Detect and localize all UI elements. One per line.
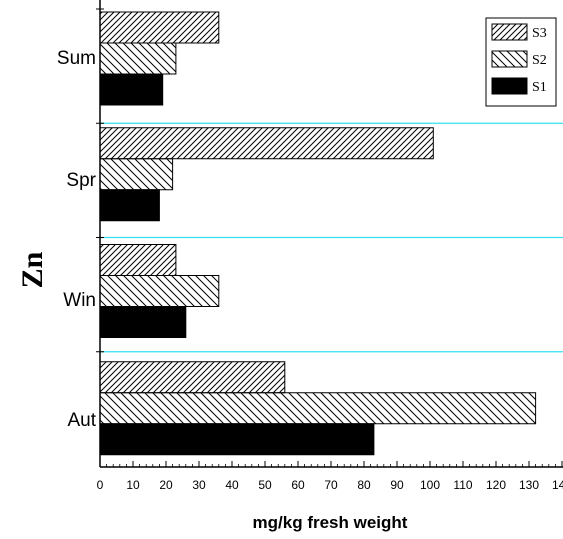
x-tick-label: 50 [258,478,272,492]
legend-swatch-s1 [491,77,528,95]
x-tick-label: 100 [420,478,440,492]
x-ticks-group: 0 10 20 30 40 50 60 70 80 90 100 110 120 130 140 [97,461,563,492]
x-tick-label: 110 [453,478,472,492]
legend: S3 S2 S1 [485,17,557,107]
x-axis-label: mg/kg fresh weight [253,513,408,532]
bar-s2-spr [99,158,174,191]
category-label-spr: Spr [66,170,96,191]
x-tick-label: 120 [486,478,506,492]
bar-s1-win [99,306,187,338]
x-tick-label: 80 [357,478,371,492]
x-tick-label: 30 [192,478,206,492]
x-tick-label: 0 [97,478,104,492]
category-label-aut: Aut [67,410,96,431]
bar-s2-win [99,275,220,307]
legend-swatch-s2 [491,50,528,68]
category-label-sum: Sum [57,48,96,69]
x-tick-label: 90 [390,478,404,492]
bar-s3-win [99,244,177,276]
legend-label-s1: S1 [532,80,547,95]
x-tick-label: 130 [519,478,539,492]
season-separators [100,122,563,353]
legend-label-s2: S2 [532,53,547,68]
bar-s1-sum [99,73,164,106]
x-tick-label: 140 [552,478,563,492]
x-tick-label: 70 [324,478,338,492]
bar-s2-sum [99,42,177,75]
category-labels-group: Sum Spr Win Aut [57,48,97,431]
legend-label-s3: S3 [532,26,547,41]
bar-s3-spr [99,127,434,160]
bar-s1-aut [99,423,375,456]
bar-s2-aut [99,392,537,425]
bars-group [99,11,537,456]
x-tick-label: 20 [159,478,173,492]
legend-swatch-s3 [491,23,528,41]
bar-s1-spr [99,189,160,222]
category-label-win: Win [63,290,96,311]
x-tick-label: 40 [225,478,239,492]
y-axis-label: Zn [16,251,49,288]
x-tick-label: 10 [126,478,140,492]
bar-s3-sum [99,11,220,44]
x-tick-label: 60 [291,478,305,492]
bar-s3-aut [99,361,286,394]
